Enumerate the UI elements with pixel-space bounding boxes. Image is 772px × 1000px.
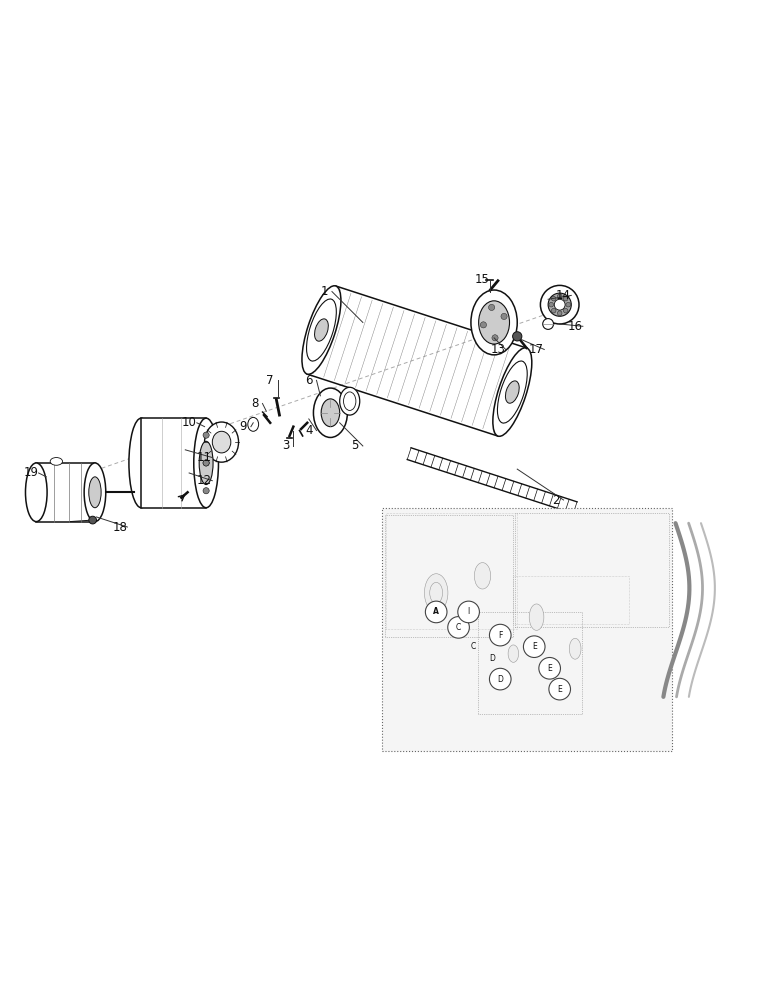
Ellipse shape	[513, 332, 522, 341]
Ellipse shape	[203, 488, 209, 494]
Ellipse shape	[314, 319, 328, 341]
Ellipse shape	[493, 348, 532, 436]
Text: 6: 6	[305, 374, 313, 387]
Ellipse shape	[199, 441, 213, 485]
Text: 13: 13	[490, 343, 506, 356]
Ellipse shape	[313, 388, 347, 437]
Text: 12: 12	[197, 474, 212, 487]
Text: 10: 10	[181, 416, 197, 429]
Ellipse shape	[489, 304, 495, 310]
Bar	[478, 612, 582, 714]
Text: 1: 1	[320, 285, 328, 298]
Ellipse shape	[549, 302, 554, 307]
Ellipse shape	[566, 302, 571, 307]
Ellipse shape	[425, 601, 447, 623]
Ellipse shape	[479, 301, 510, 344]
Text: C: C	[456, 623, 461, 632]
Ellipse shape	[564, 296, 568, 301]
Ellipse shape	[203, 460, 209, 466]
Ellipse shape	[50, 458, 63, 465]
Ellipse shape	[194, 418, 218, 508]
Ellipse shape	[557, 294, 562, 299]
Ellipse shape	[540, 285, 579, 324]
Ellipse shape	[548, 293, 571, 316]
Text: 5: 5	[351, 439, 359, 452]
Text: 16: 16	[567, 320, 583, 333]
Ellipse shape	[306, 299, 337, 361]
Ellipse shape	[248, 417, 259, 431]
Bar	[141, 418, 206, 508]
Ellipse shape	[474, 563, 491, 589]
Ellipse shape	[302, 286, 341, 374]
Ellipse shape	[489, 668, 511, 690]
Ellipse shape	[489, 624, 511, 646]
Ellipse shape	[430, 582, 442, 603]
Ellipse shape	[551, 308, 556, 313]
Ellipse shape	[508, 645, 519, 662]
Ellipse shape	[84, 463, 106, 522]
Ellipse shape	[551, 296, 556, 301]
Ellipse shape	[340, 387, 360, 415]
Ellipse shape	[497, 361, 527, 423]
Ellipse shape	[344, 392, 356, 410]
Bar	[386, 513, 517, 629]
Text: 14: 14	[556, 289, 571, 302]
Ellipse shape	[425, 574, 448, 612]
Ellipse shape	[543, 319, 554, 329]
Ellipse shape	[569, 638, 581, 659]
Ellipse shape	[205, 422, 239, 462]
Text: E: E	[547, 664, 552, 673]
Ellipse shape	[492, 335, 498, 341]
Text: D: D	[497, 675, 503, 684]
Text: D: D	[489, 654, 496, 663]
Text: C: C	[471, 642, 476, 651]
Ellipse shape	[448, 617, 469, 638]
Text: A: A	[433, 607, 439, 616]
Text: 17: 17	[529, 343, 544, 356]
Ellipse shape	[501, 313, 507, 320]
Text: 8: 8	[251, 397, 259, 410]
Text: E: E	[532, 642, 537, 651]
Text: 15: 15	[475, 273, 490, 286]
Text: E: E	[557, 685, 562, 694]
Bar	[36, 463, 95, 522]
Ellipse shape	[321, 399, 340, 427]
Ellipse shape	[530, 604, 543, 630]
Text: 2: 2	[552, 493, 560, 506]
Ellipse shape	[557, 311, 562, 315]
Ellipse shape	[212, 431, 231, 453]
Ellipse shape	[471, 290, 517, 355]
Ellipse shape	[89, 477, 101, 508]
Ellipse shape	[523, 636, 545, 657]
Bar	[516, 513, 669, 627]
Text: 9: 9	[239, 420, 247, 433]
Ellipse shape	[203, 460, 209, 466]
Bar	[513, 576, 629, 624]
Ellipse shape	[554, 299, 565, 310]
Bar	[385, 515, 513, 637]
Text: 4: 4	[305, 424, 313, 437]
Text: 7: 7	[266, 374, 274, 387]
Text: I: I	[468, 607, 469, 616]
Text: F: F	[498, 631, 503, 640]
Text: 19: 19	[23, 466, 39, 479]
Ellipse shape	[203, 432, 209, 438]
Ellipse shape	[458, 601, 479, 623]
Text: 11: 11	[197, 451, 212, 464]
Ellipse shape	[480, 322, 486, 328]
Ellipse shape	[549, 678, 571, 700]
Text: 3: 3	[282, 439, 290, 452]
Ellipse shape	[539, 657, 560, 679]
Text: 18: 18	[112, 521, 127, 534]
Ellipse shape	[89, 516, 96, 524]
Bar	[382, 508, 672, 751]
Ellipse shape	[564, 308, 568, 313]
Ellipse shape	[506, 381, 520, 403]
Ellipse shape	[129, 418, 154, 508]
Ellipse shape	[25, 463, 47, 522]
